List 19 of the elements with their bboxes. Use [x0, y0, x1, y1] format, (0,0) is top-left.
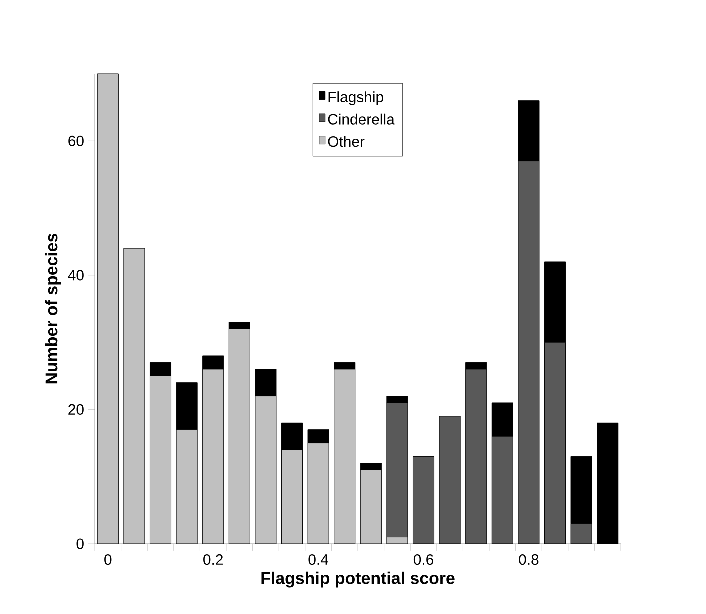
- y-tick-label: 20: [68, 404, 84, 415]
- x-tick-label: 0.8: [519, 554, 539, 566]
- legend-label: Other: [328, 136, 365, 148]
- bar: [97, 74, 119, 544]
- y-tick-label: 0: [76, 538, 84, 550]
- x-tick-label: 0.2: [204, 554, 223, 566]
- bar: [412, 456, 435, 544]
- legend-label: Cinderella: [328, 114, 395, 125]
- y-tick-label: 40: [68, 270, 84, 281]
- legend-label: Flagship: [328, 92, 384, 106]
- bar: [124, 248, 146, 544]
- bar: [439, 416, 461, 544]
- x-tick-label: 0: [104, 554, 112, 566]
- bar: [597, 422, 619, 544]
- x-axis-title: Flagship potential score: [262, 572, 455, 588]
- y-axis-title: Number of species: [45, 234, 62, 384]
- x-tick-label: 0.4: [308, 554, 329, 566]
- x-tick-label: 0.6: [414, 554, 434, 566]
- y-tick-label: 60: [68, 136, 84, 146]
